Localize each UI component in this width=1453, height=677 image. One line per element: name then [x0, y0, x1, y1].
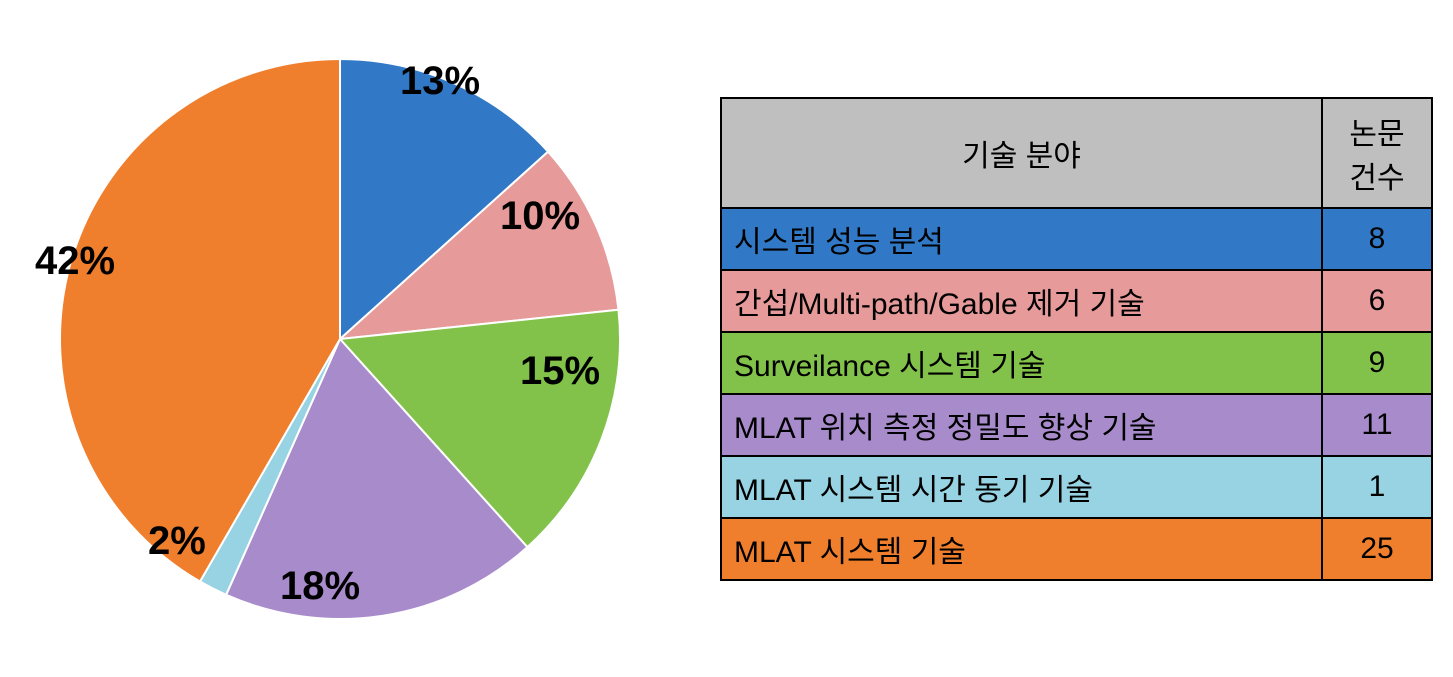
- table-row: Surveilance 시스템 기술9: [721, 332, 1432, 394]
- row-label: MLAT 시스템 기술: [721, 518, 1322, 580]
- table-header-row: 기술 분야 논문건수: [721, 98, 1432, 208]
- row-count: 8: [1322, 208, 1432, 270]
- row-count: 9: [1322, 332, 1432, 394]
- pie-pct-label-2: 15%: [520, 349, 600, 394]
- row-count: 6: [1322, 270, 1432, 332]
- layout-container: 13% 10% 15% 18% 2% 42% 기술 분야 논문건수 시스템 성능 분석8간…: [20, 20, 1433, 657]
- row-label: MLAT 시스템 시간 동기 기술: [721, 456, 1322, 518]
- pie-pct-label-0: 13%: [400, 59, 480, 104]
- row-count: 11: [1322, 394, 1432, 456]
- table-row: 간섭/Multi-path/Gable 제거 기술6: [721, 270, 1432, 332]
- col-header-count-line1: 논문건수: [1349, 118, 1404, 195]
- pie-chart: 13% 10% 15% 18% 2% 42%: [20, 19, 660, 659]
- row-label: Surveilance 시스템 기술: [721, 332, 1322, 394]
- pie-pct-label-1: 10%: [500, 194, 580, 239]
- table-row: MLAT 시스템 시간 동기 기술1: [721, 456, 1432, 518]
- row-count: 25: [1322, 518, 1432, 580]
- table-body: 시스템 성능 분석8간섭/Multi-path/Gable 제거 기술6Surv…: [721, 208, 1432, 580]
- row-count: 1: [1322, 456, 1432, 518]
- row-label: MLAT 위치 측정 정밀도 향상 기술: [721, 394, 1322, 456]
- col-header-category: 기술 분야: [721, 98, 1322, 208]
- pie-svg: [20, 19, 660, 659]
- table-row: 시스템 성능 분석8: [721, 208, 1432, 270]
- pie-pct-label-4: 2%: [148, 519, 206, 564]
- data-table: 기술 분야 논문건수 시스템 성능 분석8간섭/Multi-path/Gable…: [720, 97, 1433, 581]
- data-table-area: 기술 분야 논문건수 시스템 성능 분석8간섭/Multi-path/Gable…: [720, 97, 1433, 581]
- row-label: 시스템 성능 분석: [721, 208, 1322, 270]
- pie-pct-label-3: 18%: [280, 564, 360, 609]
- pie-slices-group: [60, 59, 620, 619]
- table-row: MLAT 위치 측정 정밀도 향상 기술11: [721, 394, 1432, 456]
- col-header-count: 논문건수: [1322, 98, 1432, 208]
- pie-pct-label-5: 42%: [35, 239, 115, 284]
- row-label: 간섭/Multi-path/Gable 제거 기술: [721, 270, 1322, 332]
- table-row: MLAT 시스템 기술25: [721, 518, 1432, 580]
